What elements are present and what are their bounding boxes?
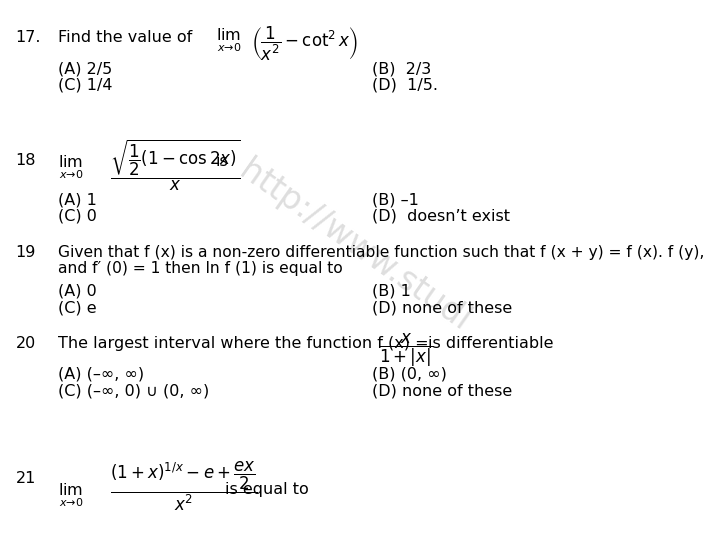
Text: http://www.studi: http://www.studi [232, 154, 476, 337]
Text: (C) 0: (C) 0 [58, 209, 97, 223]
Text: 18: 18 [16, 153, 36, 168]
Text: 19: 19 [16, 245, 36, 259]
Text: (D)  1/5.: (D) 1/5. [372, 78, 438, 92]
Text: $\lim_{x \to 0}$: $\lim_{x \to 0}$ [216, 26, 241, 54]
Text: (B) (0, ∞): (B) (0, ∞) [372, 367, 447, 382]
Text: 21: 21 [16, 471, 36, 485]
Text: (D)  doesn’t exist: (D) doesn’t exist [372, 209, 510, 223]
Text: (C) e: (C) e [58, 300, 97, 315]
Text: (A) 1: (A) 1 [58, 192, 97, 207]
Text: $\lim_{x \to 0}$: $\lim_{x \to 0}$ [58, 154, 84, 181]
Text: is: is [216, 154, 229, 169]
Text: (A) 2/5: (A) 2/5 [58, 61, 113, 76]
Text: (A) 0: (A) 0 [58, 284, 97, 299]
Text: (B) –1: (B) –1 [372, 192, 418, 207]
Text: (A) (–∞, ∞): (A) (–∞, ∞) [58, 367, 144, 382]
Text: (C) (–∞, 0) ∪ (0, ∞): (C) (–∞, 0) ∪ (0, ∞) [58, 383, 210, 398]
Text: (C) 1/4: (C) 1/4 [58, 78, 113, 92]
Text: 17.: 17. [16, 30, 41, 45]
Text: $\dfrac{\sqrt{\dfrac{1}{2}(1-\cos 2x)}}{x}$: $\dfrac{\sqrt{\dfrac{1}{2}(1-\cos 2x)}}{… [110, 138, 240, 193]
Text: Given that f (x) is a non-zero differentiable function such that f (x + y) = f (: Given that f (x) is a non-zero different… [58, 245, 708, 259]
Text: and f′ (0) = 1 then ln f (1) is equal to: and f′ (0) = 1 then ln f (1) is equal to [58, 261, 343, 276]
Text: $\lim_{x \to 0}$: $\lim_{x \to 0}$ [58, 482, 84, 509]
Text: $\left(\dfrac{1}{x^2} - \cot^2 x\right)$: $\left(\dfrac{1}{x^2} - \cot^2 x\right)$ [251, 25, 358, 63]
Text: is differentiable: is differentiable [428, 336, 554, 351]
Text: (D) none of these: (D) none of these [372, 383, 512, 398]
Text: 20: 20 [16, 336, 36, 351]
Text: $\dfrac{x}{1+|x|}$: $\dfrac{x}{1+|x|}$ [379, 332, 433, 369]
Text: $\dfrac{(1+x)^{1/x} - e + \dfrac{ex}{2}}{x^2}$: $\dfrac{(1+x)^{1/x} - e + \dfrac{ex}{2}}… [110, 460, 258, 513]
Text: (B)  2/3: (B) 2/3 [372, 61, 431, 76]
Text: is equal to: is equal to [225, 482, 309, 496]
Text: (D) none of these: (D) none of these [372, 300, 512, 315]
Text: Find the value of: Find the value of [58, 30, 193, 45]
Text: The largest interval where the function f (x) =: The largest interval where the function … [58, 336, 434, 351]
Text: (B) 1: (B) 1 [372, 284, 411, 299]
